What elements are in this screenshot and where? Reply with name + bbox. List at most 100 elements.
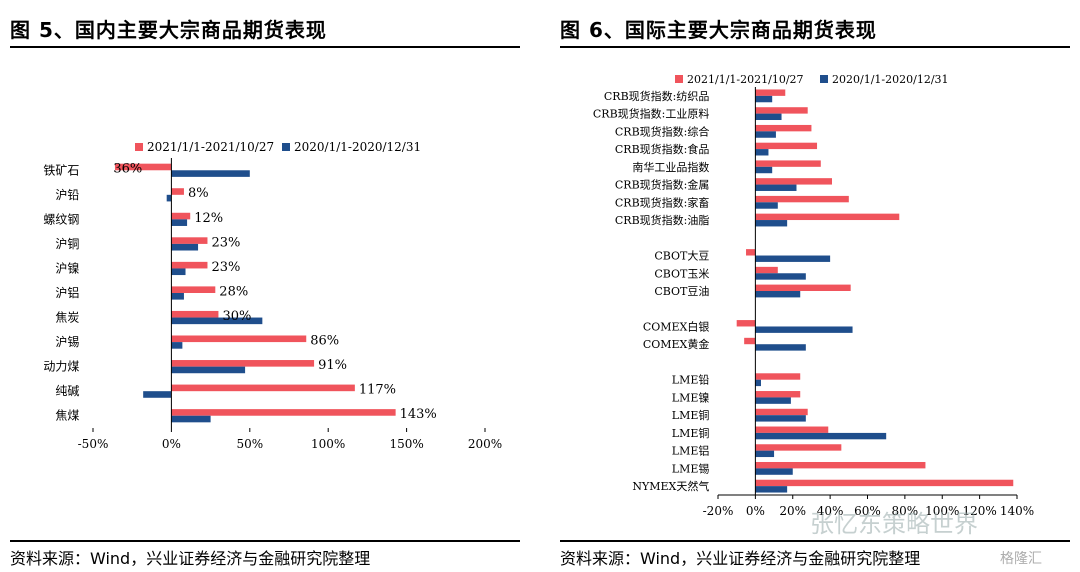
category-label: 纯碱 bbox=[55, 384, 79, 398]
legend-swatch bbox=[135, 143, 143, 151]
bar bbox=[755, 468, 793, 475]
title-rule bbox=[560, 46, 1070, 48]
bar bbox=[755, 89, 786, 96]
category-label: LME锡 bbox=[672, 461, 710, 475]
bar bbox=[744, 337, 756, 345]
bar bbox=[755, 255, 831, 262]
source-rule bbox=[10, 540, 520, 542]
bar bbox=[171, 286, 216, 293]
bar bbox=[755, 373, 801, 380]
bar bbox=[171, 360, 315, 367]
bar bbox=[755, 124, 812, 132]
bar bbox=[171, 293, 184, 300]
bar bbox=[143, 391, 172, 398]
data-label: 86% bbox=[310, 333, 339, 348]
bar bbox=[755, 202, 778, 209]
x-tick-label: 40% bbox=[817, 504, 844, 518]
bar bbox=[166, 194, 172, 202]
legend-swatch bbox=[675, 75, 683, 83]
category-label: LME铜 bbox=[672, 408, 710, 422]
bar bbox=[755, 426, 829, 433]
legend-label: 2021/1/1-2021/10/27 bbox=[147, 140, 274, 154]
legend-label: 2021/1/1-2021/10/27 bbox=[687, 73, 804, 86]
category-label: CRB现货指数:家畜 bbox=[615, 195, 710, 209]
bar bbox=[755, 273, 806, 280]
data-label: 23% bbox=[211, 260, 240, 275]
x-tick-label: 100% bbox=[311, 437, 345, 451]
legend-label: 2020/1/1-2020/12/31 bbox=[832, 73, 949, 86]
bar bbox=[755, 461, 926, 469]
bar bbox=[755, 284, 851, 291]
x-tick-label: 60% bbox=[854, 504, 881, 518]
category-label: 沪锡 bbox=[55, 334, 79, 349]
bar bbox=[171, 384, 355, 392]
bar bbox=[171, 366, 246, 374]
bar bbox=[171, 261, 208, 269]
data-label: 30% bbox=[222, 309, 251, 324]
bar bbox=[171, 188, 184, 195]
category-label: CRB现货指数:工业原料 bbox=[593, 107, 710, 121]
x-tick-label: 200% bbox=[468, 437, 502, 451]
bar bbox=[755, 95, 773, 103]
x-tick-label: 0% bbox=[162, 437, 181, 451]
bar bbox=[755, 444, 842, 451]
chart-title: 图 6、国际主要大宗商品期货表现 bbox=[560, 18, 877, 42]
bar bbox=[171, 212, 191, 220]
domestic-bar-chart: 2021/1/1-2021/10/27 2020/1/1-2020/12/31 铁矿… bbox=[43, 140, 502, 451]
source-rule bbox=[560, 540, 1070, 542]
bar bbox=[755, 408, 808, 416]
bar bbox=[755, 344, 806, 351]
category-label: COMEX白银 bbox=[643, 319, 710, 333]
source-note: 资料来源：Wind，兴业证券经济与金融研究院整理 bbox=[10, 549, 371, 568]
category-label: 沪铝 bbox=[55, 285, 79, 300]
bar bbox=[755, 486, 788, 493]
x-tick-label: -20% bbox=[703, 504, 734, 518]
category-label: CRB现货指数:油脂 bbox=[615, 213, 710, 227]
bar bbox=[755, 326, 853, 333]
bar bbox=[755, 178, 832, 185]
bar bbox=[171, 342, 183, 349]
bar bbox=[171, 243, 199, 251]
chart-title: 图 5、国内主要大宗商品期货表现 bbox=[10, 18, 327, 42]
bar bbox=[755, 391, 801, 398]
international-bar-chart: 2021/1/1-2021/10/27 2020/1/1-2020/12/31 CR… bbox=[593, 73, 1034, 518]
category-label: 焦炭 bbox=[55, 311, 79, 325]
bar bbox=[171, 415, 211, 423]
category-label: 铁矿石 bbox=[43, 163, 79, 177]
bar bbox=[736, 320, 756, 327]
bar bbox=[171, 335, 307, 343]
category-label: LME镍 bbox=[672, 390, 710, 404]
category-label: 焦煤 bbox=[55, 409, 79, 423]
bar bbox=[755, 291, 801, 298]
bar bbox=[755, 213, 900, 221]
bar bbox=[755, 266, 778, 274]
bar bbox=[755, 479, 1014, 487]
x-tick-label: 50% bbox=[236, 437, 263, 451]
category-label: 南华工业品指数 bbox=[632, 160, 709, 174]
data-label: 143% bbox=[400, 407, 437, 422]
chart-panel-international: 图 6、国际主要大宗商品期货表现 2021/1/1-2021/10/27 2020… bbox=[550, 0, 1080, 572]
x-tick-label: 100% bbox=[925, 504, 959, 518]
x-tick-label: 80% bbox=[892, 504, 919, 518]
bar bbox=[755, 432, 887, 440]
watermark: 张忆东策略世界 bbox=[810, 510, 978, 538]
category-label: LME铝 bbox=[672, 444, 710, 458]
category-label: CRB现货指数:纺织品 bbox=[604, 89, 710, 103]
bar bbox=[755, 397, 791, 404]
data-label: 12% bbox=[194, 211, 223, 226]
bar bbox=[171, 170, 250, 177]
data-label: 23% bbox=[211, 235, 240, 250]
bar bbox=[755, 166, 773, 174]
x-tick-label: 0% bbox=[746, 504, 765, 518]
x-tick-label: 150% bbox=[389, 437, 423, 451]
bar bbox=[755, 142, 818, 150]
x-tick-label: 140% bbox=[1000, 504, 1034, 518]
bar bbox=[114, 163, 172, 171]
bar bbox=[746, 249, 756, 256]
category-label: COMEX黄金 bbox=[643, 337, 710, 351]
data-label: 117% bbox=[359, 383, 396, 398]
watermark-logo: 格隆汇 bbox=[1000, 551, 1042, 567]
bar bbox=[755, 379, 761, 387]
category-label: LME铜 bbox=[672, 426, 710, 440]
category-label: 沪铜 bbox=[55, 236, 79, 251]
